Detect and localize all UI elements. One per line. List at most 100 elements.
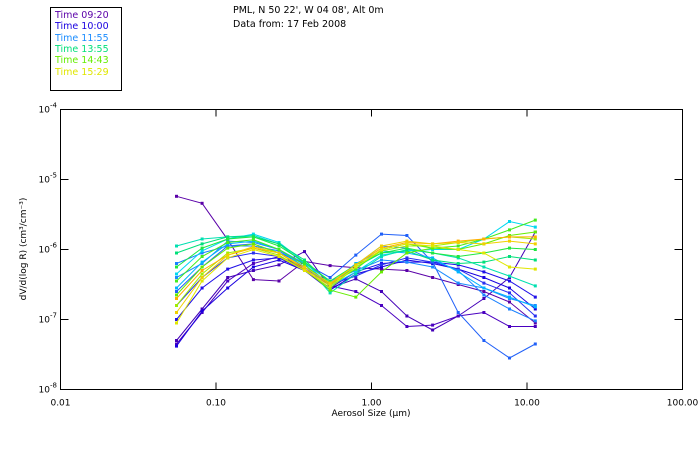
data-point	[226, 276, 230, 279]
data-point	[456, 255, 460, 258]
x-tick-label: 1.00	[361, 399, 381, 409]
data-point	[405, 256, 409, 260]
data-point	[405, 246, 409, 250]
data-point	[508, 295, 511, 299]
data-point	[200, 309, 204, 313]
data-point	[508, 228, 511, 232]
legend-entry: Time 15:29	[55, 66, 109, 78]
data-point	[533, 248, 537, 251]
data-point	[251, 269, 255, 272]
data-point	[456, 314, 460, 318]
data-point	[226, 246, 230, 250]
data-point	[175, 293, 178, 297]
data-point	[508, 300, 511, 304]
data-point	[277, 258, 281, 262]
data-point	[380, 251, 383, 255]
data-point	[482, 260, 486, 264]
data-point	[533, 218, 537, 222]
data-point	[533, 230, 537, 234]
data-point	[380, 255, 383, 258]
data-point	[456, 270, 460, 274]
data-point	[482, 281, 486, 285]
data-point	[380, 232, 383, 236]
data-point	[380, 258, 383, 262]
data-point	[482, 311, 486, 314]
data-point	[175, 194, 178, 198]
data-point	[482, 339, 486, 342]
series-line-0920	[176, 195, 536, 324]
data-point	[175, 272, 178, 276]
data-point	[405, 239, 409, 243]
data-point	[380, 244, 383, 248]
legend-entry: Time 10:00	[55, 21, 109, 33]
data-point	[328, 288, 332, 292]
data-point	[251, 262, 255, 265]
data-point	[328, 284, 332, 288]
x-axis-title: Aerosol Size (µm)	[332, 409, 411, 419]
data-point	[431, 258, 435, 262]
data-point	[431, 244, 435, 248]
legend-entry: Time 14:43	[55, 55, 109, 67]
data-point	[533, 305, 537, 309]
x-tick-label: 0.01	[50, 399, 70, 409]
data-point	[328, 281, 332, 285]
data-point	[175, 265, 178, 269]
data-point	[251, 251, 255, 255]
data-point	[533, 235, 537, 239]
data-point	[405, 325, 409, 328]
data-point	[431, 256, 435, 260]
data-point	[200, 279, 204, 283]
data-point	[200, 255, 204, 258]
data-point	[328, 264, 332, 268]
data-point	[303, 250, 306, 254]
data-point	[175, 339, 178, 342]
legend-entry: Time 09:20	[55, 10, 109, 21]
data-point	[175, 342, 178, 346]
data-point	[303, 258, 306, 262]
data-point	[380, 267, 383, 271]
data-point	[533, 325, 537, 328]
plot-frame	[60, 109, 683, 390]
data-point	[482, 293, 486, 297]
data-point	[354, 265, 358, 269]
data-point	[200, 201, 204, 205]
data-point	[431, 265, 435, 269]
data-point	[303, 265, 306, 269]
data-point	[277, 242, 281, 246]
data-point	[200, 242, 204, 246]
data-point	[251, 258, 255, 262]
location-header: PML, N 50 22', W 04 08', Alt 0m	[233, 5, 384, 16]
data-point	[405, 314, 409, 318]
data-point	[533, 342, 537, 346]
legend: Time 09:20 Time 10:00 Time 11:55 Time 13:55…	[50, 7, 122, 91]
data-point	[251, 265, 255, 269]
data-point	[251, 238, 255, 242]
data-point	[200, 307, 204, 311]
data-point	[508, 274, 511, 278]
data-point	[456, 248, 460, 251]
data-point	[482, 242, 486, 246]
y-tick-label: 10-7	[39, 312, 57, 326]
data-point	[456, 244, 460, 248]
data-point	[175, 290, 178, 293]
data-point	[508, 255, 511, 258]
y-axis-title: dV/d(log R) (cm³/cm⁻³)	[19, 198, 29, 301]
data-point	[380, 265, 383, 269]
data-point	[303, 260, 306, 264]
x-tick-label: 100.00	[667, 399, 699, 409]
data-point	[200, 246, 204, 250]
data-point	[277, 263, 281, 267]
data-point	[175, 244, 178, 248]
legend-entry: Time 11:55	[55, 32, 109, 44]
data-point	[354, 274, 358, 278]
data-point	[175, 276, 178, 279]
data-point	[200, 249, 204, 253]
data-point	[482, 270, 486, 274]
data-point	[533, 321, 537, 325]
data-point	[533, 267, 537, 271]
data-point	[175, 297, 178, 300]
y-tick-label: 10-4	[39, 102, 58, 116]
data-point	[508, 239, 511, 243]
legend-entry: Time 13:55	[55, 43, 109, 55]
